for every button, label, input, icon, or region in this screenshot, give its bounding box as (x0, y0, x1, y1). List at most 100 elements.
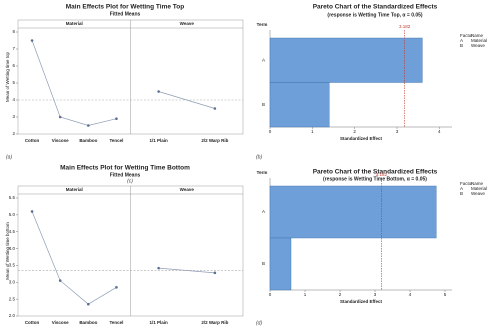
chart-subtitle: (response is Wetting Time Bottom, α = 0.… (323, 176, 427, 182)
legend-header: Name (471, 33, 484, 38)
effect-point (115, 117, 118, 120)
chart-title: Main Effects Plot for Wetting Time Botto… (60, 165, 190, 172)
x-tick-label: 1/1 Plain (149, 138, 168, 143)
chart-title: Pareto Chart of the Standardized Effects (313, 169, 438, 176)
x-tick-label: 2 (339, 292, 342, 297)
y-axis-label: Term (257, 22, 268, 27)
y-tick-label: 7 (12, 46, 15, 51)
effect-point (115, 286, 118, 289)
y-tick-label: 5.5 (9, 195, 16, 200)
chart-title: Main Effects Plot for Wetting Time Top (66, 4, 184, 11)
effect-point (58, 279, 62, 282)
effect-point (157, 90, 160, 93)
y-tick-label: 3 (12, 114, 15, 119)
effect-point (213, 271, 217, 275)
y-tick-label: 4.0 (9, 246, 16, 251)
y-tick-label: B (262, 102, 265, 107)
x-tick-label: Bamboo (79, 320, 97, 325)
legend-header: Factor (460, 181, 473, 186)
x-tick-label: Tencel (109, 138, 123, 143)
x-tick-label: 2 (353, 129, 356, 134)
x-tick-label: 1/1 Plain (149, 320, 168, 325)
effect-point (87, 302, 90, 306)
y-tick-label: 3.5 (9, 263, 16, 268)
legend-entry: Material (471, 186, 487, 191)
x-tick-label: 5 (444, 292, 447, 297)
y-tick-label: 5.0 (9, 212, 16, 217)
effect-bar (269, 37, 423, 83)
y-tick-label: 3.0 (9, 279, 16, 284)
legend-entry: A (460, 186, 463, 191)
y-tick-label: 4.5 (9, 229, 16, 234)
effect-point (58, 115, 62, 119)
legend-header: Name (471, 181, 484, 186)
chart-title: Pareto Chart of the Standardized Effects (313, 4, 438, 11)
chart-panel: Main Effects Plot for Wetting Time TopFi… (5, 4, 244, 160)
y-axis-label: Term (257, 170, 268, 175)
legend-header: Factor (460, 33, 473, 38)
x-tick-label: 0 (269, 292, 272, 297)
y-tick-label: 6 (12, 63, 15, 68)
x-axis-label: Standardized Effect (340, 299, 383, 304)
reference-label: 3.182 (399, 24, 411, 29)
y-tick-label: A (262, 57, 265, 62)
y-tick-label: 2.0 (9, 313, 16, 318)
x-axis-label: Standardized Effect (340, 136, 383, 141)
chart-subtitle: Fitted Means (110, 172, 141, 178)
y-tick-label: A (262, 209, 265, 214)
legend-entry: Weave (471, 191, 485, 196)
x-tick-label: Tencel (109, 320, 123, 325)
chart-subtitle: Fitted Means (110, 11, 141, 17)
x-tick-label: 2/2 Warp Rib (201, 320, 228, 325)
effect-point (30, 39, 34, 42)
figure-caption: (a) (6, 154, 12, 160)
x-tick-label: Viscose (52, 138, 69, 143)
x-tick-label: Cotton (25, 320, 40, 325)
legend-entry: Material (471, 38, 487, 43)
panel-label: Weave (180, 21, 195, 26)
panel-label: Material (66, 21, 83, 26)
figure-caption: (b) (256, 154, 262, 160)
effect-line (31, 40, 117, 126)
effect-bar (269, 237, 292, 291)
effect-line (158, 267, 215, 274)
y-tick-label: 4 (12, 97, 15, 102)
legend-entry: B (460, 191, 463, 196)
effect-bar (269, 82, 330, 128)
effect-point (157, 266, 160, 270)
chart-subtitle: (response is Wetting Time Top, α = 0.05) (327, 12, 423, 18)
y-tick-label: 2.5 (9, 296, 16, 301)
x-tick-label: 4 (438, 129, 441, 134)
x-tick-label: Cotton (25, 138, 40, 143)
effect-line (158, 91, 215, 109)
figure-caption: (c) (127, 178, 133, 184)
effect-point (87, 124, 90, 127)
effect-point (213, 107, 217, 110)
x-tick-label: 1 (311, 129, 314, 134)
legend-entry: A (460, 38, 463, 43)
y-tick-label: B (262, 261, 265, 266)
chart-panel: Pareto Chart of the Standardized Effects… (256, 169, 487, 327)
chart-panel: Main Effects Plot for Wetting Time Botto… (5, 165, 244, 325)
figure-caption: (d) (256, 320, 262, 326)
chart-panel: Pareto Chart of the Standardized Effects… (256, 4, 487, 161)
x-tick-label: 3 (396, 129, 399, 134)
reference-label: 3.182 (376, 172, 388, 177)
effect-line (31, 211, 117, 305)
x-tick-label: 0 (269, 129, 272, 134)
y-tick-label: 5 (12, 80, 15, 85)
x-tick-label: 2/2 Warp Rib (201, 138, 228, 143)
y-tick-label: 2 (12, 131, 15, 136)
legend-entry: Weave (471, 43, 485, 48)
legend-entry: B (460, 43, 463, 48)
x-tick-label: 3 (374, 292, 377, 297)
y-axis-label: Mean of Wetting time top (5, 52, 10, 102)
x-tick-label: 1 (304, 292, 307, 297)
y-axis-label: Mean of Wetting time bottom (5, 222, 10, 280)
y-tick-label: 8 (12, 29, 15, 34)
x-tick-label: Viscose (52, 320, 69, 325)
effect-point (30, 210, 34, 213)
effect-bar (269, 185, 437, 239)
panel-label: Weave (180, 187, 195, 192)
